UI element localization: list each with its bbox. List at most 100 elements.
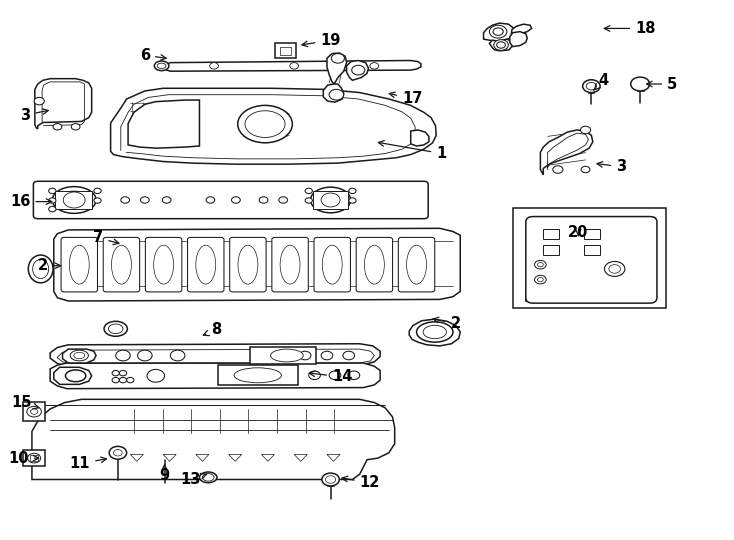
Ellipse shape: [322, 245, 342, 284]
Circle shape: [343, 351, 355, 360]
Ellipse shape: [70, 350, 88, 361]
Bar: [584, 230, 600, 239]
Ellipse shape: [271, 349, 303, 362]
FancyBboxPatch shape: [314, 238, 350, 292]
Circle shape: [348, 371, 360, 380]
Polygon shape: [346, 60, 368, 80]
Circle shape: [349, 198, 356, 203]
FancyBboxPatch shape: [230, 238, 266, 292]
Ellipse shape: [238, 105, 292, 143]
Text: 10: 10: [9, 450, 39, 465]
Circle shape: [490, 25, 507, 38]
FancyBboxPatch shape: [188, 238, 224, 292]
Ellipse shape: [52, 187, 96, 213]
Ellipse shape: [407, 245, 426, 284]
FancyBboxPatch shape: [33, 181, 428, 219]
Text: 3: 3: [597, 159, 626, 174]
Circle shape: [494, 39, 509, 50]
Text: 20: 20: [568, 225, 589, 240]
Ellipse shape: [416, 322, 453, 342]
Circle shape: [309, 371, 321, 380]
Circle shape: [114, 450, 123, 456]
Bar: [543, 245, 559, 255]
Circle shape: [31, 409, 37, 414]
Polygon shape: [294, 454, 308, 461]
Circle shape: [329, 371, 341, 380]
Circle shape: [352, 65, 365, 75]
Bar: [250, 348, 316, 363]
Polygon shape: [128, 100, 200, 148]
Polygon shape: [261, 454, 275, 461]
Circle shape: [27, 406, 41, 417]
Circle shape: [537, 262, 543, 267]
Ellipse shape: [203, 474, 214, 481]
Text: 3: 3: [21, 107, 48, 123]
Circle shape: [305, 198, 313, 203]
Circle shape: [48, 188, 56, 193]
Circle shape: [279, 197, 288, 203]
Text: 12: 12: [342, 475, 380, 490]
Ellipse shape: [104, 321, 128, 336]
Ellipse shape: [200, 472, 217, 483]
Polygon shape: [50, 363, 380, 389]
Ellipse shape: [157, 63, 166, 69]
Polygon shape: [54, 228, 460, 301]
Circle shape: [116, 350, 130, 361]
Polygon shape: [410, 319, 460, 346]
Circle shape: [325, 476, 335, 483]
Ellipse shape: [234, 368, 281, 383]
Ellipse shape: [423, 325, 446, 339]
Circle shape: [331, 53, 344, 63]
Bar: [55, 191, 92, 209]
Polygon shape: [327, 454, 340, 461]
Circle shape: [48, 206, 56, 212]
Circle shape: [28, 453, 40, 463]
Circle shape: [120, 377, 127, 383]
Ellipse shape: [74, 352, 84, 359]
Polygon shape: [526, 218, 655, 301]
Circle shape: [147, 369, 164, 382]
Ellipse shape: [310, 187, 351, 213]
Polygon shape: [510, 32, 527, 46]
Circle shape: [112, 370, 120, 376]
Circle shape: [583, 80, 600, 92]
Text: 15: 15: [12, 395, 39, 410]
Polygon shape: [512, 24, 531, 35]
Ellipse shape: [112, 245, 131, 284]
Text: 18: 18: [604, 21, 655, 36]
Circle shape: [206, 197, 215, 203]
Circle shape: [581, 166, 590, 173]
Ellipse shape: [238, 245, 258, 284]
Text: 14: 14: [309, 369, 352, 384]
Text: 8: 8: [203, 322, 222, 338]
Circle shape: [210, 63, 219, 69]
Ellipse shape: [29, 255, 53, 283]
Ellipse shape: [60, 192, 88, 208]
Circle shape: [534, 260, 546, 269]
Text: 6: 6: [139, 48, 166, 63]
FancyBboxPatch shape: [145, 238, 182, 292]
FancyBboxPatch shape: [356, 238, 393, 292]
Circle shape: [48, 198, 56, 203]
Ellipse shape: [153, 245, 173, 284]
Polygon shape: [50, 344, 380, 366]
Circle shape: [321, 351, 333, 360]
Text: 16: 16: [10, 194, 52, 209]
FancyBboxPatch shape: [103, 238, 139, 292]
Circle shape: [305, 188, 313, 193]
Ellipse shape: [280, 245, 300, 284]
Text: 19: 19: [302, 33, 341, 48]
Circle shape: [127, 377, 134, 383]
Ellipse shape: [365, 245, 385, 284]
Circle shape: [137, 350, 152, 361]
Circle shape: [112, 377, 120, 383]
Ellipse shape: [65, 370, 86, 382]
Polygon shape: [62, 349, 96, 363]
Circle shape: [94, 198, 101, 203]
Text: 13: 13: [181, 472, 207, 487]
Polygon shape: [490, 39, 512, 51]
Text: 5: 5: [647, 77, 677, 91]
Text: 2: 2: [38, 258, 60, 273]
Text: 17: 17: [389, 91, 422, 106]
Ellipse shape: [69, 245, 90, 284]
